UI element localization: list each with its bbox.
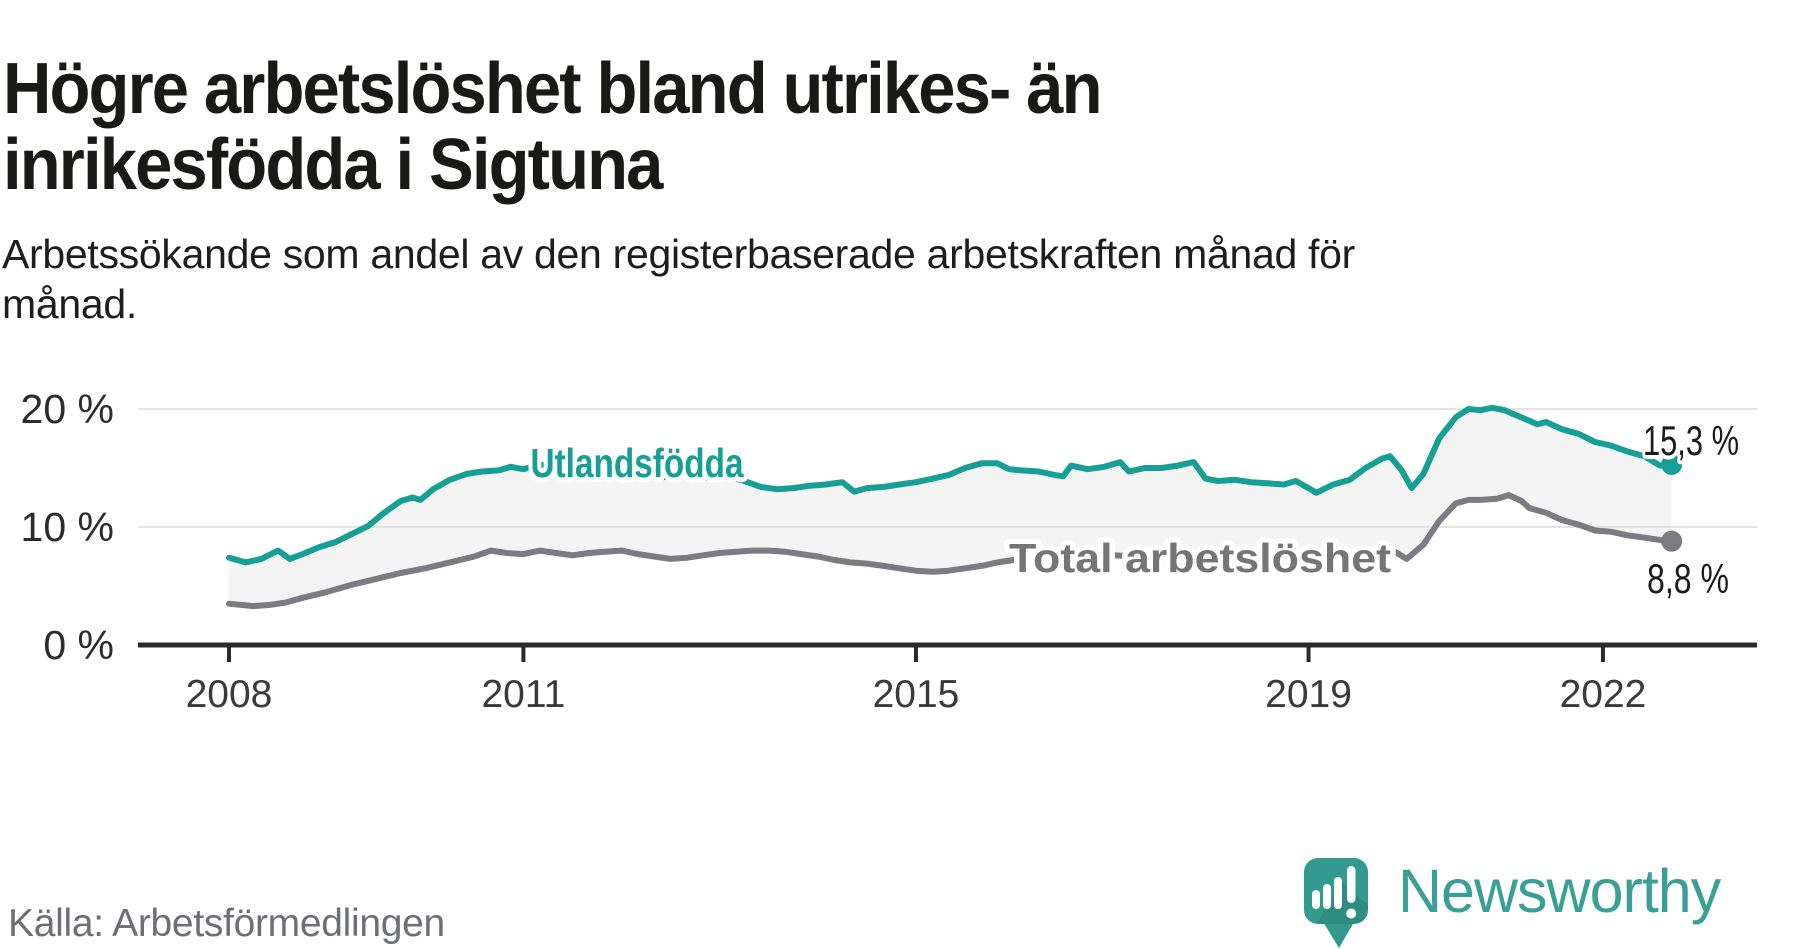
series-lines	[226, 404, 1675, 610]
title-line-2: inrikesfödda i Sigtuna	[3, 124, 663, 205]
x-tick-label-2022: 2022	[1560, 673, 1647, 716]
y-axis-labels: 0 % 10 % 20 %	[21, 386, 114, 668]
area-between-series	[229, 407, 1672, 607]
series-label-utlandsfodda: Utlandsfödda	[531, 440, 745, 486]
subtitle-line-1: Arbetssökande som andel av den registerb…	[2, 231, 1356, 277]
newsworthy-wordmark: Newsworthy	[1398, 857, 1721, 925]
series-line-0	[226, 404, 1675, 566]
end-value-total: 8,8 %	[1647, 555, 1729, 602]
y-tick-label-20: 20 %	[21, 386, 114, 432]
x-axis: 2008 2011 2015 2019 2022	[138, 642, 1757, 716]
newsworthy-icon	[1304, 858, 1368, 948]
subtitle-line-2: månad.	[2, 281, 137, 328]
line-chart: 2008 2011 2015 2019 2022 0 % 10 % 20 % Utlands…	[21, 386, 1757, 716]
x-tick-label-2008: 2008	[186, 673, 273, 716]
x-tick-label-2015: 2015	[873, 673, 960, 716]
x-tick-label-2011: 2011	[481, 673, 565, 716]
series-end-dots	[1661, 453, 1683, 552]
series-line-1	[226, 492, 1675, 610]
end-dot-1	[1661, 530, 1683, 552]
chart-subtitle: Arbetssökande som andel av den registerb…	[2, 229, 1602, 330]
end-dot-0	[1661, 453, 1683, 475]
series-annotations: Utlandsfödda Total arbetslöshet 15,3 % 8…	[526, 413, 1744, 606]
band-path	[229, 407, 1672, 607]
page-title: Högre arbetslöshet bland utrikes- än inri…	[3, 49, 1454, 205]
bar-chart-glyph	[1312, 866, 1357, 919]
end-value-utlandsfodda: 15,3 %	[1643, 417, 1739, 464]
title-line-1: Högre arbetslöshet bland utrikes- än	[3, 49, 1103, 130]
x-tick-label-2019: 2019	[1265, 673, 1352, 716]
y-tick-label-0: 0 %	[43, 622, 114, 668]
newsworthy-logo: Newsworthy	[1303, 857, 1721, 949]
y-tick-label-10: 10 %	[21, 504, 114, 550]
series-label-total-arbetsloshet: Total arbetslöshet	[1009, 535, 1391, 581]
source-note: Källa: Arbetsförmedlingen	[8, 902, 445, 945]
